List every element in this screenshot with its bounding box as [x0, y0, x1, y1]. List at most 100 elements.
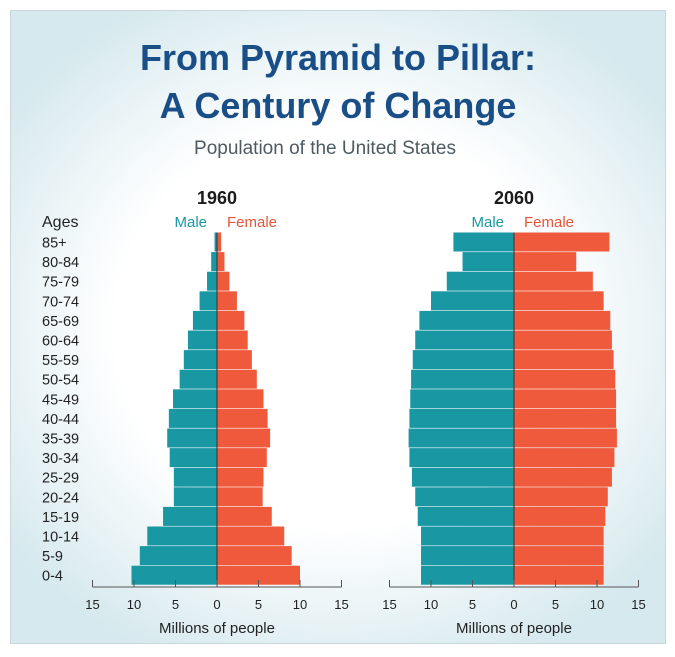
male-legend-label: Male [174, 214, 207, 231]
female-bar-1960-80-84 [217, 252, 225, 272]
male-bar-1960-0-4 [131, 565, 217, 585]
male-bar-2060-55-59 [412, 350, 514, 370]
x-tick-label: 10 [127, 597, 141, 612]
male-bar-1960-30-34 [169, 448, 217, 468]
female-bar-2060-80-84 [514, 252, 577, 272]
ages-header: Ages [42, 214, 78, 231]
male-bar-2060-80-84 [462, 252, 514, 272]
chart-title-line2: A Century of Change [160, 85, 517, 126]
female-bar-1960-20-24 [217, 487, 263, 507]
female-bar-1960-65-69 [217, 310, 245, 330]
x-tick-label: 15 [382, 597, 396, 612]
female-bar-1960-15-19 [217, 506, 272, 526]
x-axis-label: Millions of people [159, 620, 275, 637]
female-bar-2060-45-49 [514, 389, 617, 409]
male-bar-2060-70-74 [431, 291, 514, 311]
age-label: 60-64 [42, 334, 79, 350]
male-bar-1960-80-84 [211, 252, 217, 272]
female-bar-2060-10-14 [514, 526, 604, 546]
male-bar-1960-10-14 [147, 526, 217, 546]
female-bar-1960-85+ [217, 232, 222, 252]
x-tick-label: 5 [552, 597, 559, 612]
age-label: 15-19 [42, 510, 79, 526]
age-label: 65-69 [42, 314, 79, 330]
male-bar-2060-15-19 [417, 506, 514, 526]
male-bar-2060-30-34 [409, 448, 514, 468]
age-label: 85+ [42, 236, 67, 252]
chart-subtitle: Population of the United States [194, 138, 456, 159]
female-bar-1960-25-29 [217, 467, 264, 487]
male-bar-2060-0-4 [421, 565, 514, 585]
female-bar-2060-25-29 [514, 467, 612, 487]
male-bar-1960-40-44 [168, 408, 217, 428]
female-bar-1960-55-59 [217, 350, 252, 370]
x-tick-label: 15 [631, 597, 645, 612]
x-tick-label: 5 [255, 597, 262, 612]
age-label: 5-9 [42, 549, 63, 565]
male-bar-2060-65-69 [419, 310, 514, 330]
female-bar-2060-50-54 [514, 369, 616, 389]
male-bar-2060-40-44 [409, 408, 514, 428]
age-label: 75-79 [42, 275, 79, 291]
male-bar-2060-25-29 [411, 467, 514, 487]
male-bar-1960-15-19 [163, 506, 217, 526]
female-bar-1960-60-64 [217, 330, 248, 350]
male-bar-1960-65-69 [192, 310, 217, 330]
female-bar-2060-65-69 [514, 310, 611, 330]
x-tick-label: 10 [293, 597, 307, 612]
age-label: 0-4 [42, 569, 63, 585]
male-bar-2060-10-14 [421, 526, 514, 546]
male-bar-2060-50-54 [411, 369, 514, 389]
x-tick-label: 0 [213, 597, 220, 612]
age-label: 30-34 [42, 451, 79, 467]
male-bar-1960-45-49 [173, 389, 217, 409]
age-label: 25-29 [42, 471, 79, 487]
female-bar-1960-40-44 [217, 408, 268, 428]
female-bar-2060-30-34 [514, 448, 615, 468]
male-bar-1960-85+ [214, 232, 217, 252]
female-bar-1960-0-4 [217, 565, 300, 585]
male-bar-2060-75-79 [446, 271, 514, 291]
female-bar-1960-75-79 [217, 271, 230, 291]
male-bar-1960-55-59 [183, 350, 217, 370]
year-title-2060: 2060 [494, 188, 534, 208]
male-bar-1960-5-9 [139, 546, 217, 566]
female-bar-2060-20-24 [514, 487, 608, 507]
x-tick-label: 15 [334, 597, 348, 612]
x-tick-label: 15 [85, 597, 99, 612]
age-label: 40-44 [42, 412, 79, 428]
age-label: 55-59 [42, 353, 79, 369]
age-label: 20-24 [42, 490, 79, 506]
male-bar-1960-35-39 [167, 428, 217, 448]
female-bar-2060-85+ [514, 232, 610, 252]
female-bar-2060-75-79 [514, 271, 593, 291]
female-bar-2060-0-4 [514, 565, 604, 585]
age-label: 80-84 [42, 255, 79, 271]
male-bar-1960-25-29 [173, 467, 217, 487]
female-bar-2060-35-39 [514, 428, 617, 448]
male-bar-2060-20-24 [415, 487, 514, 507]
male-bar-1960-75-79 [207, 271, 217, 291]
male-bar-2060-35-39 [408, 428, 514, 448]
male-bar-1960-20-24 [173, 487, 217, 507]
year-title-1960: 1960 [197, 188, 237, 208]
x-tick-label: 10 [590, 597, 604, 612]
age-label: 50-54 [42, 373, 79, 389]
female-bar-2060-5-9 [514, 546, 604, 566]
x-tick-label: 10 [424, 597, 438, 612]
x-axis-label: Millions of people [456, 620, 572, 637]
male-bar-2060-60-64 [415, 330, 514, 350]
female-bar-2060-15-19 [514, 506, 606, 526]
female-bar-1960-5-9 [217, 546, 292, 566]
male-legend-label: Male [471, 214, 504, 231]
x-tick-label: 0 [510, 597, 517, 612]
x-tick-label: 5 [469, 597, 476, 612]
female-bar-2060-55-59 [514, 350, 614, 370]
female-bar-2060-40-44 [514, 408, 617, 428]
female-legend-label: Female [524, 214, 574, 231]
age-label: 35-39 [42, 432, 79, 448]
female-bar-1960-35-39 [217, 428, 271, 448]
male-bar-1960-70-74 [199, 291, 217, 311]
female-bar-1960-45-49 [217, 389, 264, 409]
